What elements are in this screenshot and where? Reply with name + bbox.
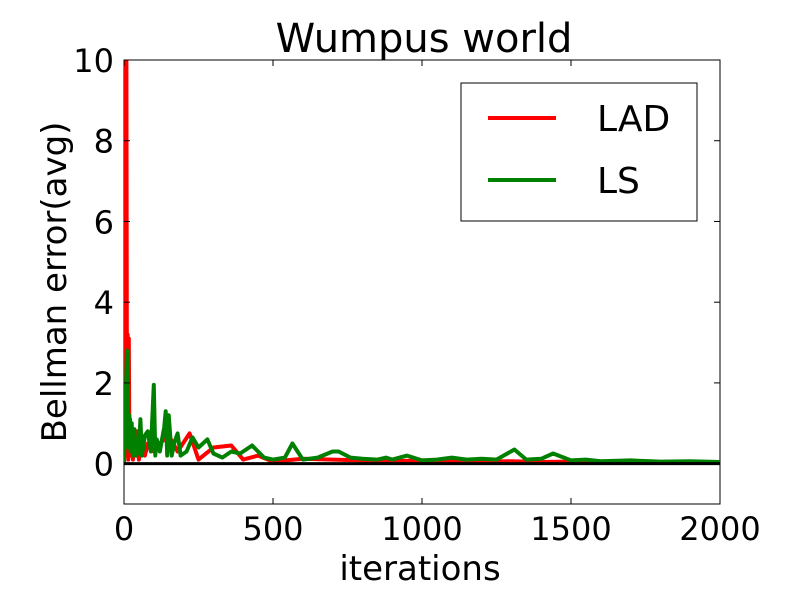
y-tick-label: 6 — [94, 203, 114, 241]
y-axis-ticks: 0 2 4 6 8 10 — [73, 42, 720, 484]
x-tick-label: 1500 — [530, 510, 611, 548]
y-tick-label: 8 — [94, 123, 114, 161]
legend-label-lad: LAD — [597, 99, 670, 140]
x-tick-label: 1000 — [381, 510, 462, 548]
x-tick-label: 2000 — [679, 510, 760, 548]
series-line-ls — [124, 348, 720, 464]
x-axis-ticks: 0 500 1000 1500 2000 — [114, 60, 761, 548]
chart-title: Wumpus world — [276, 16, 573, 62]
y-tick-label: 2 — [94, 365, 114, 403]
x-tick-label: 0 — [114, 510, 134, 548]
legend-box — [460, 82, 698, 222]
y-tick-label: 4 — [94, 284, 114, 322]
legend: LAD LS — [460, 82, 698, 222]
legend-label-ls: LS — [597, 161, 640, 202]
y-tick-label: 0 — [94, 446, 114, 484]
x-axis-label: iterations — [339, 549, 500, 589]
series-layer — [124, 60, 720, 465]
y-tick-label: 10 — [73, 42, 114, 80]
y-axis-label: Bellman error(avg) — [35, 122, 75, 443]
x-tick-label: 500 — [242, 510, 303, 548]
